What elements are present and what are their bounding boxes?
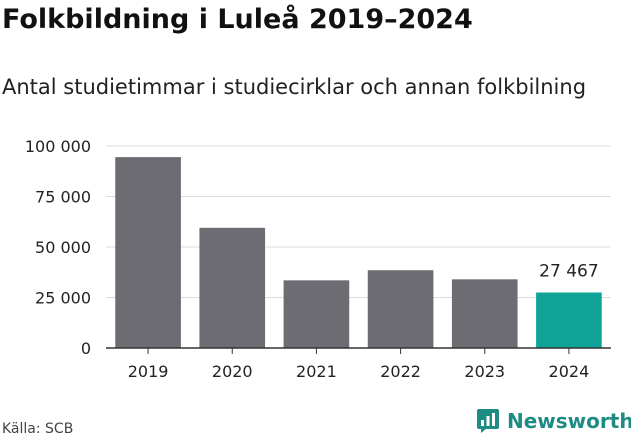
y-tick-label: 25 000 — [35, 289, 91, 308]
bar-2024 — [536, 292, 602, 348]
x-tick-label: 2020 — [212, 362, 253, 381]
chart-title: Folkbildning i Luleå 2019–2024 — [2, 4, 473, 35]
data-label: 27 467 — [539, 262, 598, 282]
chart-subtitle: Antal studietimmar i studiecirklar och a… — [2, 75, 587, 99]
y-tick-label: 75 000 — [35, 188, 91, 207]
bar-2019 — [115, 157, 181, 348]
x-tick-label: 2021 — [296, 362, 337, 381]
bar-2021 — [283, 280, 350, 348]
y-tick-label: 0 — [81, 339, 91, 358]
x-tick-label: 2022 — [380, 362, 421, 381]
x-tick-label: 2024 — [549, 362, 590, 381]
source-note: Källa: SCB — [2, 421, 74, 437]
x-tick-label: 2023 — [464, 362, 505, 381]
bar-2020 — [199, 227, 266, 348]
bar-chart: 0 25 000 50 000 75 000 100 000 2019 2020 2021 20… — [25, 137, 611, 381]
newsworthy-logo-icon — [477, 409, 499, 433]
y-tick-label: 100 000 — [25, 137, 91, 156]
brand-name: Newsworthy — [507, 409, 631, 433]
x-tick-label: 2019 — [128, 362, 169, 381]
newsworthy-logo: Newsworthy — [476, 406, 631, 436]
bar-2023 — [451, 279, 518, 348]
bar-2022 — [367, 270, 434, 348]
y-tick-label: 50 000 — [35, 238, 91, 257]
